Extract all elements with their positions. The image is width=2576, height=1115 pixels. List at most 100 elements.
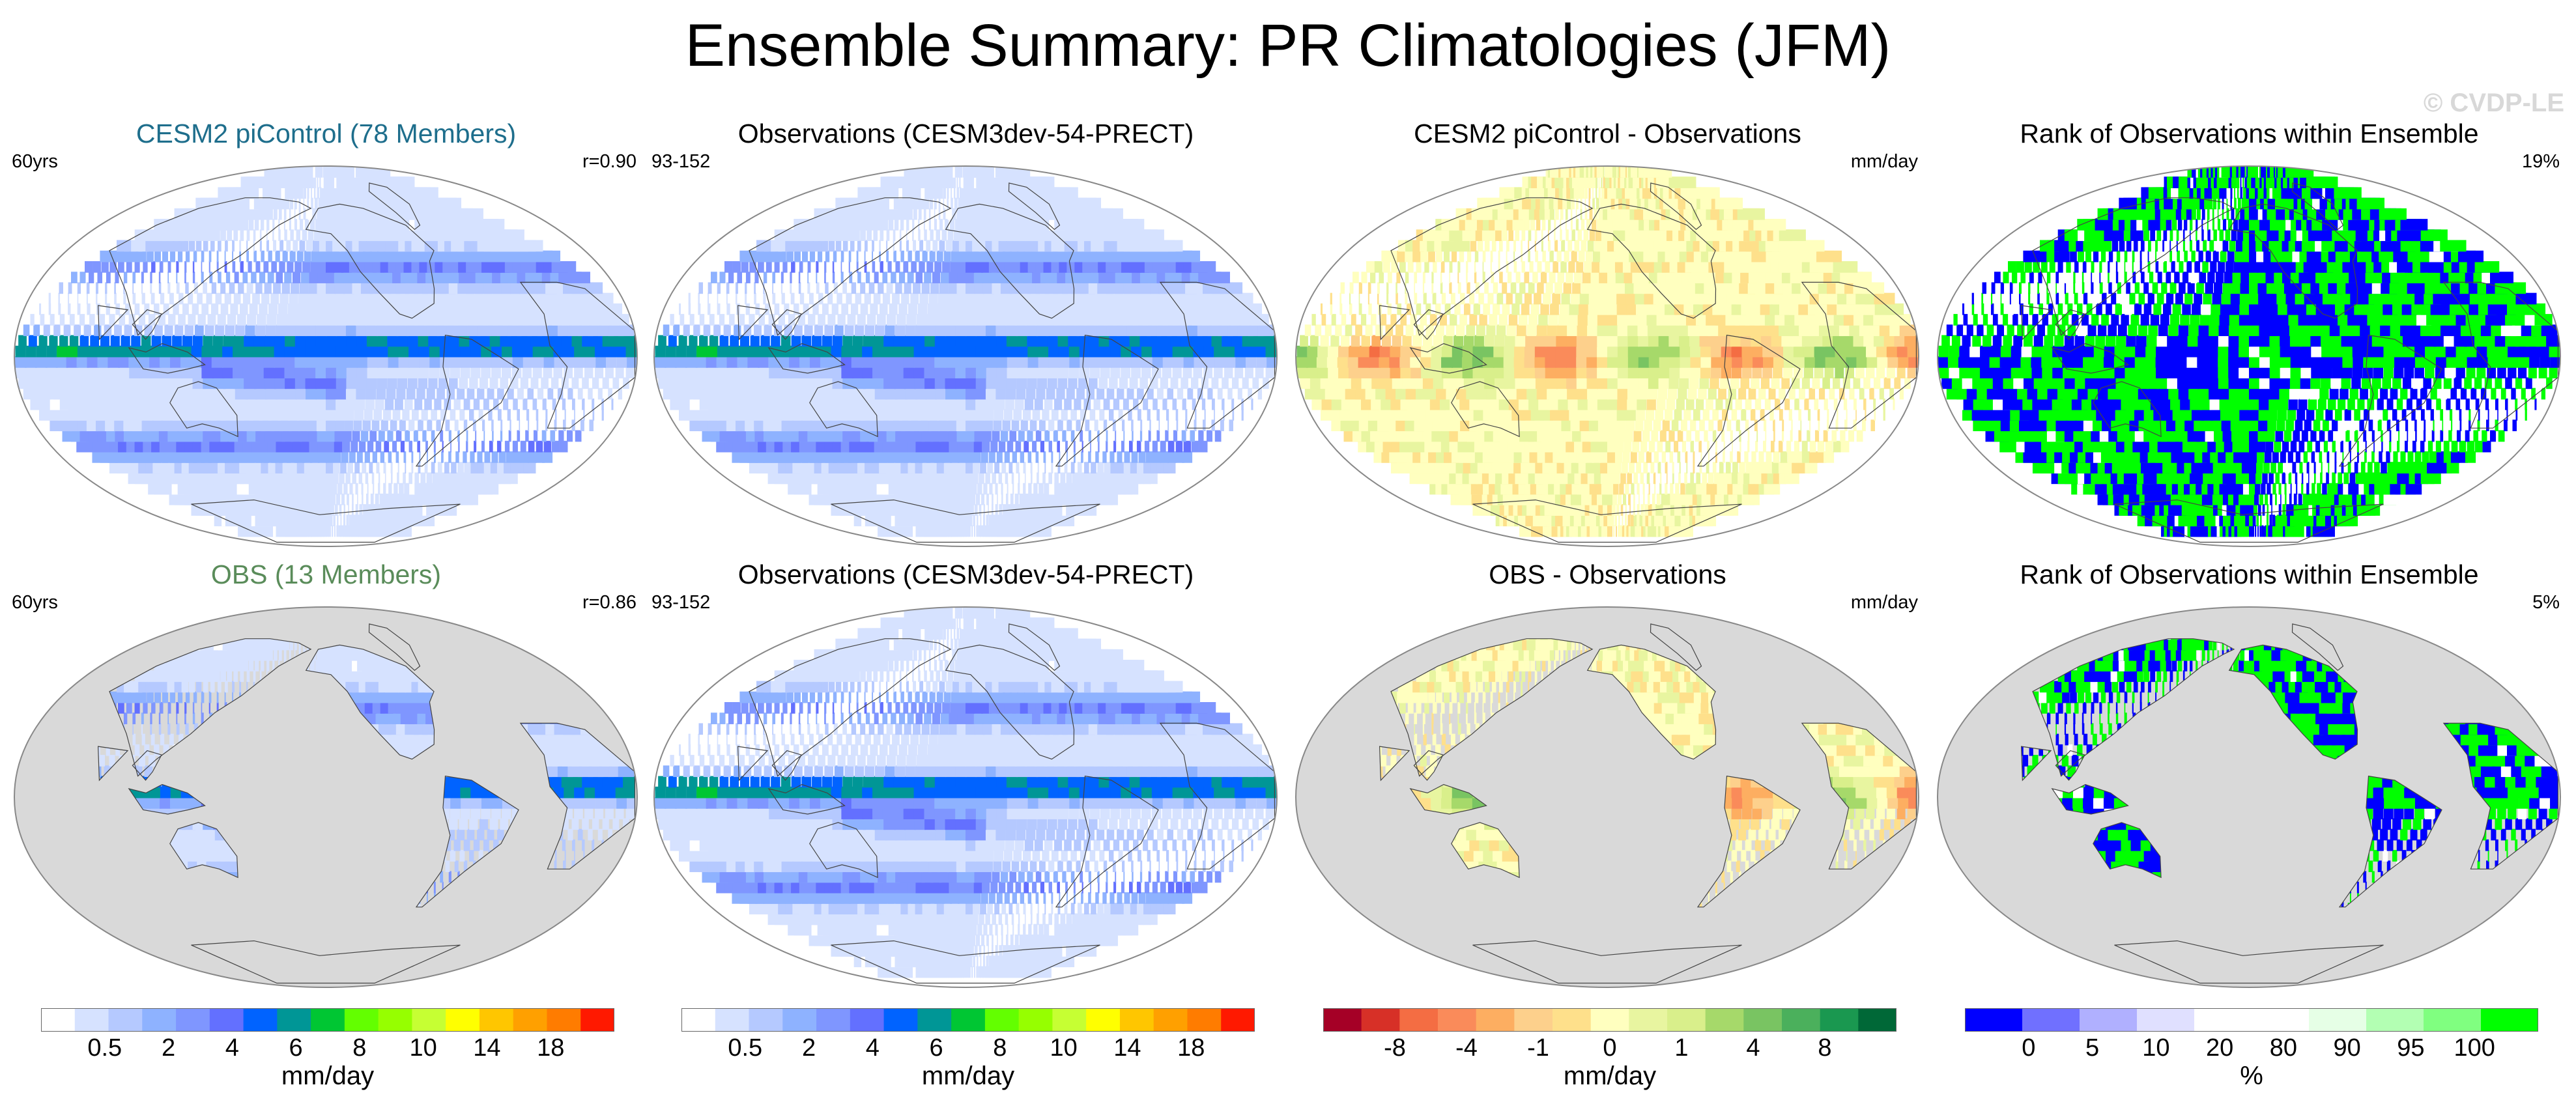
coastline-seasia [771,309,802,340]
colorbar-swatch [41,1008,76,1032]
coastline-indonesia [1409,783,1487,815]
coastline-eurasia [1390,638,1594,777]
colorbar-swatch [782,1008,817,1032]
panel-left-label: 93-152 [651,151,711,172]
colorbar-tick: 1 [1674,1034,1689,1062]
coastline-samerica [415,775,519,908]
map-field [1938,166,2560,537]
colorbar-swatches [681,1008,1255,1032]
colorbar-swatch [1323,1008,1362,1032]
colorbar-swatch [1514,1008,1553,1032]
map-field [14,166,637,537]
coastline-namerica [305,203,435,319]
coastline-greenland [368,182,421,231]
colorbar-swatch [1553,1008,1592,1032]
coastline-greenland [1650,623,1702,671]
colorbar-swatches [41,1008,614,1032]
coastline-indonesia [128,783,206,815]
colorbar-tick: 18 [1177,1034,1205,1062]
colorbar-swatch [446,1008,480,1032]
colorbar-swatch [344,1008,379,1032]
colorbar-swatch [1221,1008,1255,1032]
colorbar-swatch [74,1008,109,1032]
panel-title: OBS - Observations [1489,559,1726,589]
coastline-australia [2093,381,2162,438]
coastline-eurasia [2032,197,2235,336]
map-outline [1295,606,1919,988]
colorbar-swatch [209,1008,244,1032]
map-rank [1937,165,2561,547]
colorbar-tick: 10 [1050,1034,1078,1062]
colorbar-swatch [715,1008,750,1032]
panel-title: Rank of Observations within Ensemble [2020,559,2479,589]
coastline-seasia [1413,309,1444,340]
colorbar-tick: -4 [1455,1034,1478,1062]
coastline-india [1379,305,1410,341]
map-field [1296,166,1919,537]
colorbar-swatch [2309,1008,2367,1032]
panel-title: OBS (13 Members) [210,559,442,589]
panel-left-label: 93-152 [651,592,711,613]
map-precip-diff [1295,165,1919,547]
colorbar-swatch [1153,1008,1188,1032]
colorbar-swatch [1018,1008,1053,1032]
colorbar-tick: -1 [1527,1034,1549,1062]
coastline-india [737,746,769,782]
coastline-australia [1451,381,1520,438]
coastline-samerica [2338,775,2442,908]
panel-r2-c3: OBS - Observations mm/day [1293,558,1922,991]
coastline-seasia [771,750,802,781]
coastline-antarct [831,499,1100,543]
panel-left-label: 60yrs [12,151,58,172]
colorbar-tick: 20 [2205,1034,2234,1062]
coastline-eurasia [1390,197,1594,336]
coastline-samerica [2338,334,2442,467]
colorbar-tick: 8 [993,1034,1007,1062]
coastline-eurasia [109,197,312,336]
colorbar-tick: 95 [2397,1034,2425,1062]
coastline-greenland [2291,182,2344,231]
colorbar-tick: 8 [1818,1034,1832,1062]
colorbar-tick: 5 [2085,1034,2100,1062]
colorbar-swatch [850,1008,885,1032]
coastline-samerica [1055,334,1159,467]
colorbar-swatch [2022,1008,2080,1032]
colorbar-swatch [2252,1008,2310,1032]
panel-r1-c4: Rank of Observations within Ensemble 19% [1935,117,2564,550]
coastline-africa [2442,722,2559,869]
colorbar-swatch [142,1008,177,1032]
coastline-indonesia [2051,783,2129,815]
colorbar-tick: 4 [225,1034,239,1062]
colorbar-swatch [1399,1008,1438,1032]
coastline-africa [1159,281,1276,429]
colorbar-swatch [1476,1008,1515,1032]
panel-title: CESM2 piControl - Observations [1414,119,1801,148]
coastline-namerica [2228,644,2358,760]
coastline-antarct [831,940,1100,984]
colorbar-swatch [1119,1008,1154,1032]
colorbar-swatch [1629,1008,1668,1032]
coastline-indonesia [1409,343,1487,374]
map-field [654,166,1277,537]
coastline-africa [519,722,636,869]
panel-r2-c2: Observations (CESM3dev-54-PRECT) 93-152 [651,558,1280,991]
panel-r1-c1: CESM2 piControl (78 Members) 60yrs r=0.9… [12,117,640,550]
panel-left-label: 60yrs [12,592,58,613]
colorbar-tick: 80 [2269,1034,2298,1062]
coastline-india [97,746,129,782]
watermark: © CVDP-LE [2423,89,2564,117]
coastline-namerica [1586,203,1717,319]
colorbar-swatch [412,1008,446,1032]
coastline-india [737,305,769,341]
coastline-greenland [1008,623,1061,671]
colorbar-tick: 2 [161,1034,176,1062]
colorbar-swatches [1323,1008,1896,1032]
colorbar-tick: 6 [929,1034,943,1062]
coastline-eurasia [749,638,952,777]
coastline-antarct [2114,940,2384,984]
panel-right-label: 5% [2532,592,2560,613]
colorbar-unit: mm/day [281,1062,375,1090]
panel-right-label: mm/day [1850,592,1918,613]
coastline-eurasia [2032,638,2235,777]
coastline-seasia [2055,750,2085,781]
